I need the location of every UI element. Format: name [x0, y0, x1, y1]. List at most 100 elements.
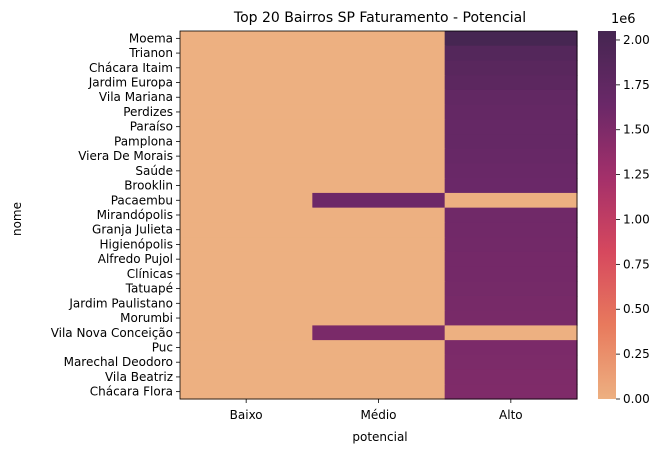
heatmap-cell — [312, 89, 446, 106]
heatmap-cell — [312, 281, 446, 297]
y-tick-label: Paraíso — [130, 120, 173, 134]
heatmap-cell — [444, 104, 578, 120]
heatmap-cell — [444, 75, 578, 91]
y-tick-label: Granja Julieta — [92, 223, 173, 237]
heatmap-cell — [312, 354, 446, 371]
colorbar-tick-label: 0.50 — [623, 302, 650, 316]
heatmap-cell — [180, 340, 313, 356]
heatmap-cell — [444, 119, 578, 135]
y-tick-label: Trianon — [128, 46, 173, 60]
colorbar-tick-label: 1.75 — [623, 78, 650, 92]
heatmap-cell — [444, 237, 578, 253]
heatmap-cell — [312, 295, 446, 312]
heatmap-cell — [444, 45, 578, 62]
y-tick-label: Clínicas — [127, 267, 173, 281]
heatmap-cell — [444, 178, 578, 194]
heatmap-cell — [180, 251, 313, 268]
heatmap-cell — [180, 369, 313, 385]
x-tick-label: Baixo — [230, 408, 263, 422]
heatmap-cell — [312, 222, 446, 238]
colorbar-tick-label: 0.25 — [623, 347, 650, 361]
heatmap-cell — [444, 148, 578, 165]
heatmap-cell — [444, 89, 578, 106]
y-tick-label: Viera De Morais — [78, 149, 173, 163]
colorbar-tick-label: 1.50 — [623, 123, 650, 137]
colorbar-tick-label: 1.00 — [623, 212, 650, 226]
y-tick-label: Chácara Itaim — [89, 61, 173, 75]
x-tick-label: Alto — [499, 408, 523, 422]
heatmap-cell — [444, 281, 578, 297]
heatmap-cell — [312, 251, 446, 268]
heatmap-cell — [444, 134, 578, 150]
heatmap-cell — [444, 266, 578, 282]
colorbar-exponent: 1e6 — [611, 12, 636, 27]
heatmap-cell — [444, 340, 578, 356]
y-tick-label: Alfredo Pujol — [98, 252, 173, 266]
y-tick-label: Pacaembu — [111, 193, 173, 207]
heatmap-cell — [312, 60, 446, 76]
heatmap-cell — [312, 266, 446, 282]
y-tick-label: Morumbi — [120, 311, 173, 325]
heatmap-cell — [444, 310, 578, 326]
heatmap-cell — [444, 207, 578, 223]
heatmap-cell — [444, 369, 578, 385]
heatmap-cell — [444, 163, 578, 179]
heatmap-cell — [312, 237, 446, 253]
heatmap-cell — [180, 134, 313, 150]
y-tick-label: Marechal Deodoro — [64, 355, 173, 369]
y-tick-label: Vila Mariana — [99, 90, 173, 104]
heatmap-cell — [444, 295, 578, 312]
heatmap-cell — [180, 325, 313, 341]
heatmap-cell — [180, 75, 313, 91]
y-tick-label: Perdizes — [123, 105, 173, 119]
heatmap-cell — [444, 354, 578, 371]
heatmap-cell — [312, 148, 446, 165]
colorbar: 0.00 0.25 0.50 0.75 1.00 1.25 1.50 1.75 2.00 1e6 — [598, 12, 650, 406]
colorbar-tick-label: 1.25 — [623, 168, 650, 182]
heatmap-cell — [312, 163, 446, 179]
heatmap-cell — [180, 104, 313, 120]
y-tick-label: Jardim Europa — [88, 76, 173, 90]
colorbar-tick-label: 2.00 — [623, 33, 650, 47]
heatmap-cell — [312, 310, 446, 326]
y-tick-label: Saúde — [135, 164, 173, 178]
heatmap-cell — [180, 281, 313, 297]
colorbar-ticks: 0.00 0.25 0.50 0.75 1.00 1.25 1.50 1.75 2.00 — [616, 33, 650, 406]
y-tick-label: Brooklin — [124, 179, 173, 193]
heatmap-cell — [312, 369, 446, 385]
heatmap-cell — [180, 119, 313, 135]
heatmap-cell — [180, 148, 313, 165]
heatmap-cell — [180, 178, 313, 194]
heatmap-cell — [444, 222, 578, 238]
heatmap-cell — [180, 60, 313, 76]
heatmap-cell — [180, 237, 313, 253]
heatmap-cells — [180, 31, 578, 400]
chart-title: Top 20 Bairros SP Faturamento - Potencia… — [233, 10, 526, 26]
y-tick-label: Pamplona — [114, 134, 173, 148]
heatmap-cell — [312, 75, 446, 91]
colorbar-tick-label: 0.00 — [623, 392, 650, 406]
y-tick-label: Vila Nova Conceição — [51, 326, 173, 340]
heatmap-cell — [180, 310, 313, 326]
heatmap-cell — [180, 384, 313, 400]
heatmap-cell — [180, 354, 313, 371]
heatmap-cell — [312, 104, 446, 120]
x-axis-ticks: Baixo Médio Alto — [230, 399, 523, 422]
y-tick-label: Chácara Flora — [90, 385, 173, 399]
heatmap-cell — [312, 192, 446, 209]
y-tick-label: Tatuapé — [125, 282, 173, 296]
y-axis-label: nome — [10, 202, 24, 236]
heatmap-cell — [312, 207, 446, 223]
heatmap-cell — [180, 192, 313, 209]
heatmap-cell — [444, 251, 578, 268]
y-tick-label: Puc — [152, 340, 173, 354]
y-tick-label: Mirandópolis — [97, 208, 173, 222]
heatmap-cell — [444, 60, 578, 76]
heatmap-cell — [444, 384, 578, 400]
y-tick-label: Moema — [129, 31, 173, 45]
heatmap-cell — [180, 266, 313, 282]
heatmap-cell — [312, 45, 446, 62]
heatmap-cell — [180, 295, 313, 312]
